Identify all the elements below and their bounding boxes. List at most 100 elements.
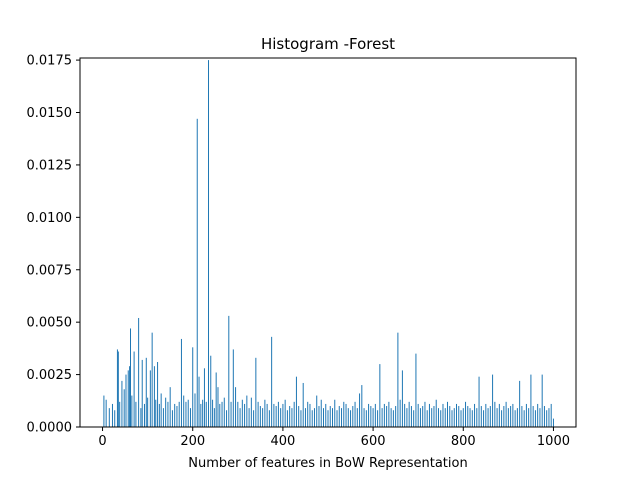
y-axis: 0.0000 0.0025 0.0050 0.0075 0.0100 0.0125 0.01… — [27, 54, 80, 436]
bar — [525, 403, 527, 427]
bar — [291, 408, 293, 427]
x-tick-label: 0 — [98, 434, 106, 449]
bar — [103, 395, 105, 427]
bar — [467, 406, 469, 427]
bar — [453, 408, 455, 427]
bar — [370, 406, 372, 427]
bar — [510, 406, 512, 427]
bar — [381, 408, 383, 427]
bar — [205, 401, 207, 427]
bar — [478, 376, 480, 427]
bar — [123, 389, 125, 427]
bar — [462, 408, 464, 427]
bar — [543, 406, 545, 427]
bar — [208, 60, 210, 427]
bar — [246, 395, 248, 427]
bar — [539, 408, 541, 427]
bar — [485, 403, 487, 427]
bar — [158, 403, 160, 427]
bar — [200, 403, 202, 427]
bar — [392, 410, 394, 427]
bar — [202, 399, 204, 427]
bar — [428, 403, 430, 427]
bar — [338, 406, 340, 427]
bar — [253, 410, 255, 427]
bar — [422, 406, 424, 427]
bar — [474, 403, 476, 427]
bar — [309, 403, 311, 427]
bar — [363, 408, 365, 427]
x-tick-label: 600 — [361, 434, 386, 449]
bar — [552, 418, 554, 427]
bar — [469, 408, 471, 427]
bar — [341, 408, 343, 427]
y-tick-label: 0.0100 — [27, 211, 73, 226]
bar — [228, 315, 230, 427]
bar — [289, 406, 291, 427]
bar — [176, 406, 178, 427]
bar — [194, 393, 196, 427]
bar — [178, 401, 180, 427]
bar — [537, 403, 539, 427]
chart-title: Histogram -Forest — [261, 35, 395, 53]
bar — [332, 408, 334, 427]
bar — [372, 408, 374, 427]
bar — [390, 408, 392, 427]
bar — [180, 338, 182, 427]
bar — [286, 410, 288, 427]
bar — [426, 410, 428, 427]
bar — [431, 408, 433, 427]
bar — [465, 401, 467, 427]
bar — [117, 351, 119, 427]
bar — [275, 406, 277, 427]
bar — [476, 408, 478, 427]
bar — [239, 408, 241, 427]
bar — [293, 401, 295, 427]
bar — [255, 357, 257, 427]
bar — [248, 408, 250, 427]
bar — [302, 382, 304, 427]
bar — [492, 374, 494, 427]
bar — [359, 393, 361, 427]
bar — [521, 406, 523, 427]
bar — [196, 118, 198, 428]
bar — [548, 408, 550, 427]
bar — [162, 408, 164, 427]
bar — [383, 403, 385, 427]
bar — [145, 357, 147, 427]
bar — [413, 410, 415, 427]
bar — [480, 406, 482, 427]
bar — [401, 370, 403, 427]
bar — [449, 406, 451, 427]
bar — [183, 395, 185, 427]
bar — [343, 401, 345, 427]
bar — [451, 410, 453, 427]
bar — [151, 332, 153, 427]
bar — [458, 406, 460, 427]
bar — [127, 370, 129, 427]
bar — [365, 410, 367, 427]
bar — [264, 399, 266, 427]
bar — [221, 401, 223, 427]
bar — [487, 408, 489, 427]
bar — [147, 397, 149, 427]
bar — [114, 410, 116, 427]
bar — [187, 399, 189, 427]
bar — [262, 408, 264, 427]
bar — [266, 403, 268, 427]
bar — [374, 403, 376, 427]
bar — [397, 332, 399, 427]
bar — [169, 387, 171, 427]
bar — [153, 366, 155, 427]
bar — [232, 349, 234, 427]
bar — [329, 406, 331, 427]
bar — [203, 368, 205, 427]
bar — [311, 410, 313, 427]
bar — [189, 408, 191, 427]
bar — [322, 408, 324, 427]
bar — [226, 410, 228, 427]
bar — [230, 401, 232, 427]
bar — [379, 364, 381, 427]
bar — [532, 406, 534, 427]
bar-series — [103, 60, 554, 428]
